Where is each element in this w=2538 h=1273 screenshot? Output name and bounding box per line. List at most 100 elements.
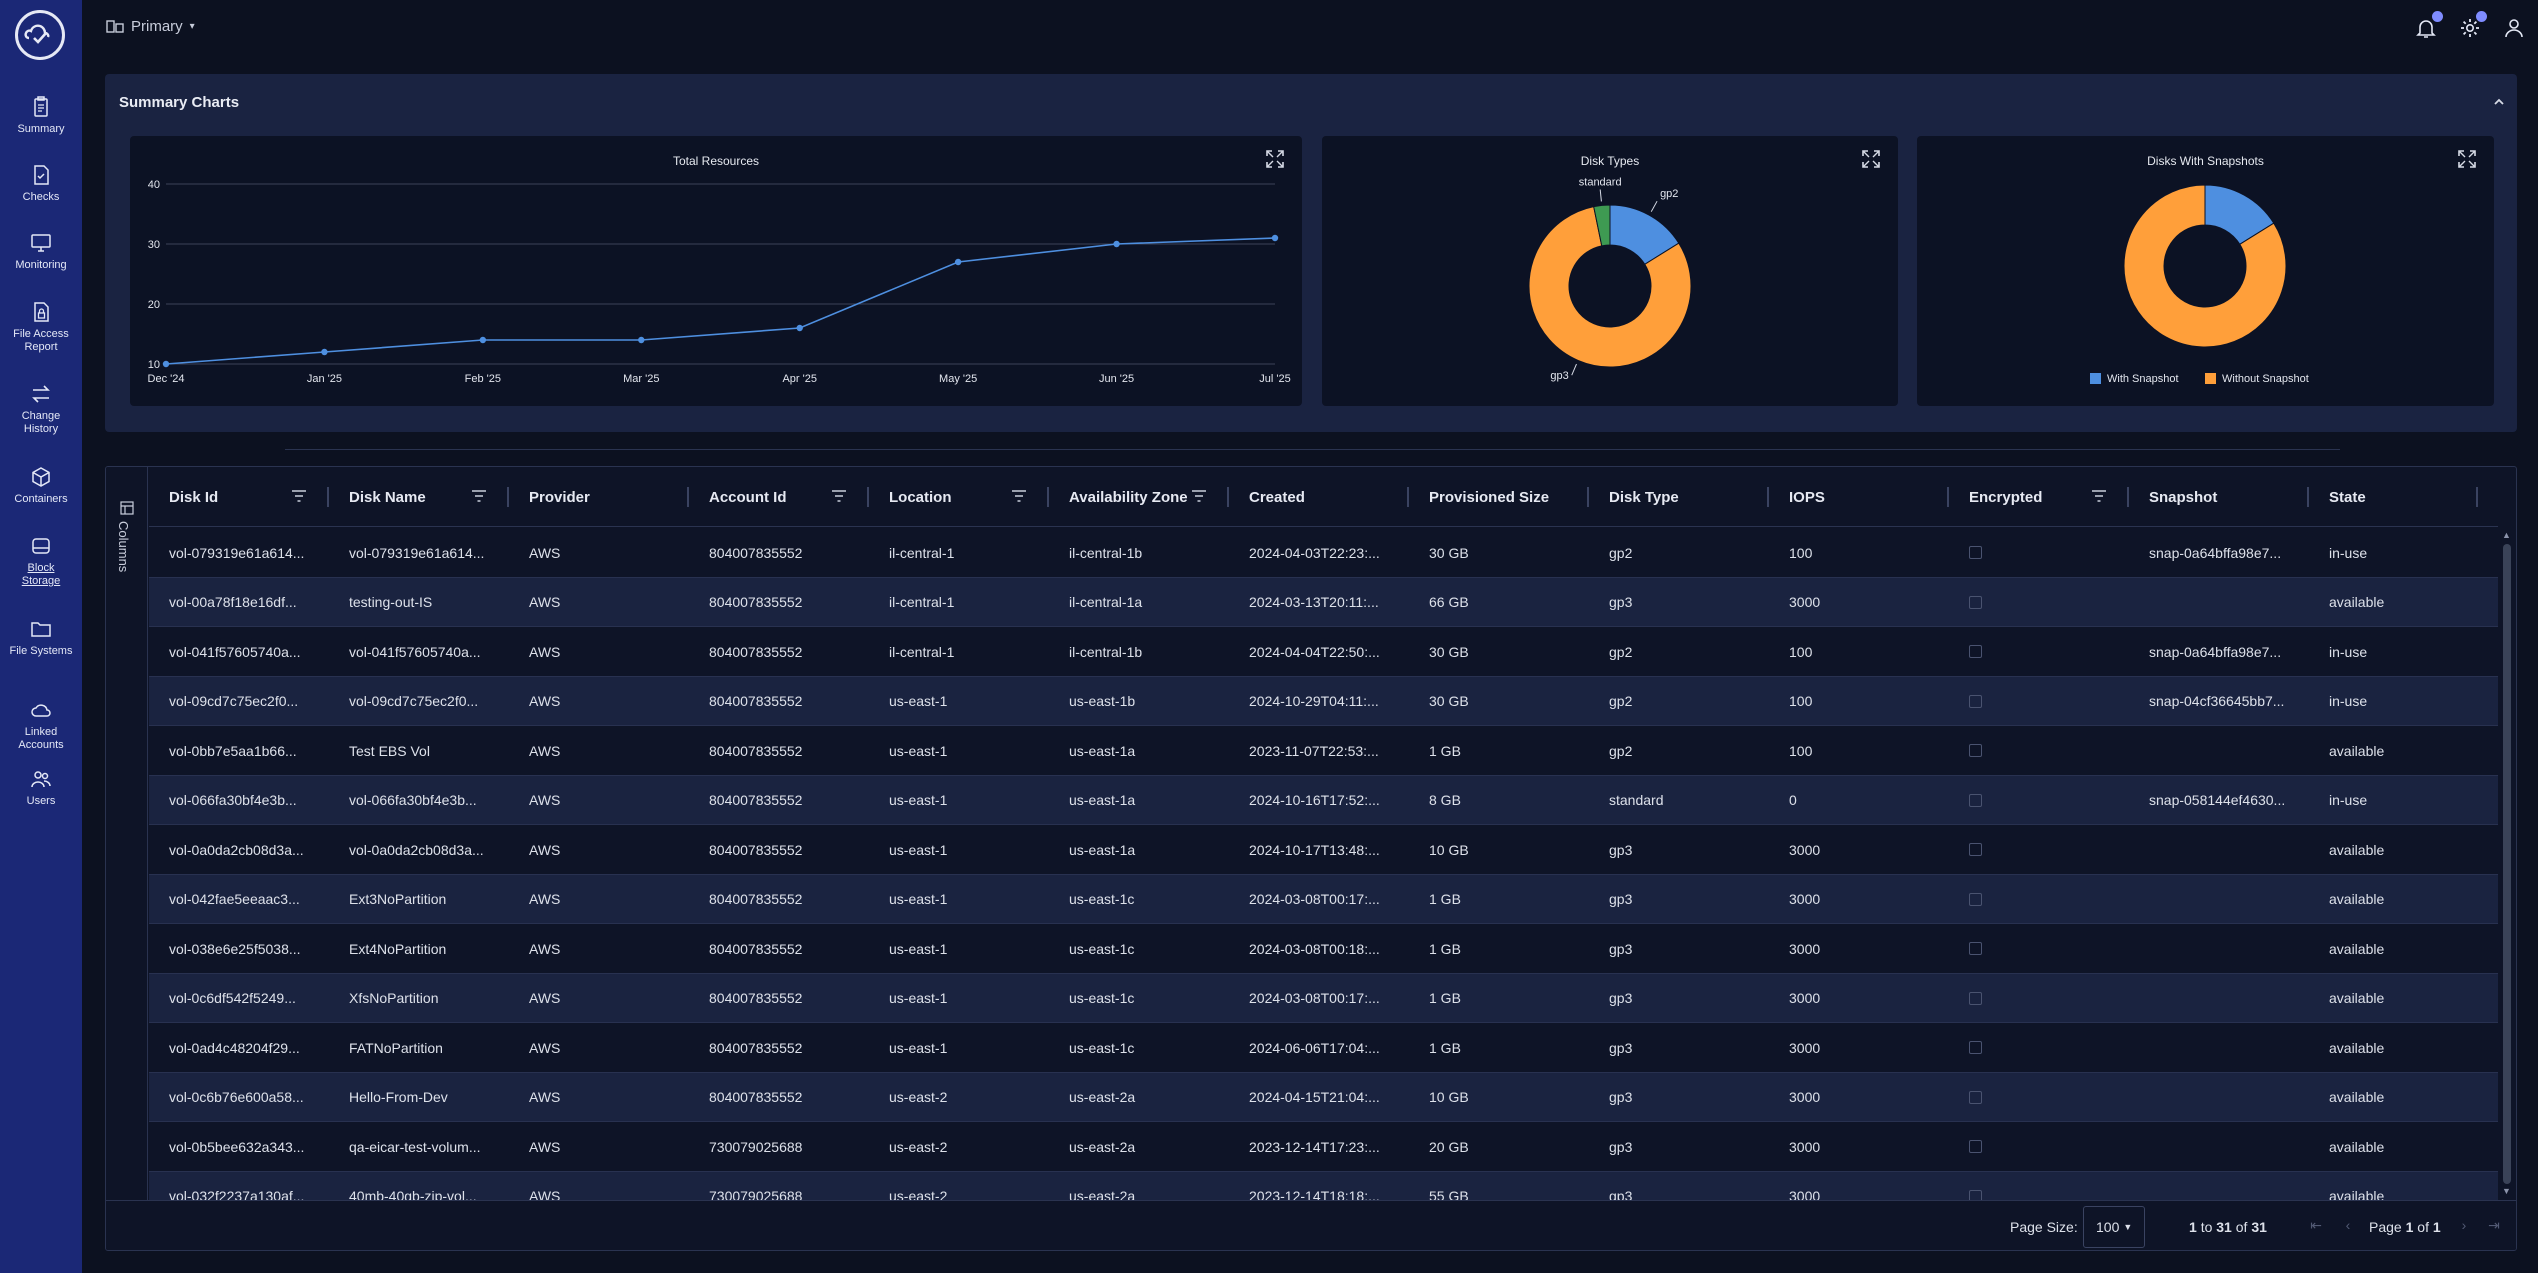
column-header-disk-name[interactable]: Disk Name (329, 467, 509, 527)
sidebar-item-change-history[interactable]: Change History (0, 382, 82, 436)
user-menu-button[interactable] (2502, 16, 2526, 40)
sidebar-item-users[interactable]: Users (0, 767, 82, 808)
encrypted-checkbox[interactable] (1969, 1140, 1982, 1153)
column-resize-handle[interactable] (2127, 487, 2129, 507)
column-header-snapshot[interactable]: Snapshot (2129, 467, 2309, 527)
cell-provisioned-size: 10 GB (1429, 841, 1469, 858)
table-row[interactable]: vol-032f2237a130af... 40mb-40gb-zip-vol..… (149, 1171, 2498, 1200)
column-header-account-id[interactable]: Account Id (689, 467, 869, 527)
sidebar-item-monitoring[interactable]: Monitoring (0, 231, 82, 272)
first-page-icon[interactable]: ⇤ (2310, 1217, 2322, 1233)
next-page-icon[interactable]: › (2461, 1217, 2467, 1233)
column-header-state[interactable]: State (2309, 467, 2478, 527)
table-row[interactable]: vol-0ad4c48204f29... FATNoPartition AWS 804… (149, 1023, 2498, 1073)
sidebar-item-file-systems[interactable]: File Systems (0, 617, 82, 658)
cell-iops: 3000 (1789, 594, 1821, 610)
filter-icon[interactable] (471, 489, 487, 503)
column-resize-handle[interactable] (1587, 487, 1589, 507)
column-resize-handle[interactable] (687, 487, 689, 507)
table-row[interactable]: vol-0bb7e5aa1b66... Test EBS Vol AWS 804007… (149, 726, 2498, 776)
column-header-encrypted[interactable]: Encrypted (1949, 467, 2129, 527)
column-resize-handle[interactable] (1767, 487, 1769, 507)
table-row[interactable]: vol-079319e61a614... vol-079319e61a614...… (149, 528, 2498, 578)
expand-chart-button[interactable] (1860, 148, 1882, 170)
columns-label: Columns (116, 521, 131, 573)
sidebar-item-block-storage[interactable]: Block Storage (0, 534, 82, 588)
scroll-up-icon[interactable]: ▲ (2502, 530, 2511, 540)
column-header-provider[interactable]: Provider (509, 467, 689, 527)
last-page-icon[interactable]: ⇥ (2488, 1217, 2500, 1233)
prev-page-icon[interactable]: ‹ (2345, 1217, 2351, 1233)
column-resize-handle[interactable] (1947, 487, 1949, 507)
encrypted-checkbox[interactable] (1969, 744, 1982, 757)
notifications-button[interactable] (2414, 11, 2443, 40)
column-resize-handle[interactable] (2476, 487, 2478, 507)
column-resize-handle[interactable] (1227, 487, 1229, 507)
column-header-disk-type[interactable]: Disk Type (1589, 467, 1769, 527)
environment-selector[interactable]: Primary ▾ (106, 18, 195, 35)
encrypted-checkbox[interactable] (1969, 595, 1982, 609)
column-header-location[interactable]: Location (869, 467, 1049, 527)
column-header-created[interactable]: Created (1229, 467, 1409, 527)
encrypted-checkbox[interactable] (1969, 793, 1982, 807)
columns-panel-toggle[interactable]: Columns (106, 467, 148, 1200)
column-resize-handle[interactable] (867, 487, 869, 507)
sidebar-item-checks[interactable]: Checks (0, 163, 82, 204)
column-header-disk-id[interactable]: Disk Id (149, 467, 329, 527)
page-size-select[interactable]: 100 ▼ (2083, 1206, 2145, 1248)
encrypted-checkbox[interactable] (1969, 694, 1982, 708)
table-row[interactable]: vol-066fa30bf4e3b... vol-066fa30bf4e3b...… (149, 775, 2498, 825)
encrypted-checkbox[interactable] (1969, 1189, 1982, 1200)
expand-chart-button[interactable] (2456, 148, 2478, 170)
cell-disk-type: gp2 (1609, 693, 1633, 709)
vertical-scrollbar[interactable]: ▲ ▼ (2498, 528, 2516, 1200)
column-resize-handle[interactable] (1047, 487, 1049, 507)
encrypted-checkbox[interactable] (1969, 892, 1982, 906)
filter-icon[interactable] (2091, 489, 2107, 503)
encrypted-checkbox[interactable] (1969, 645, 1982, 658)
column-resize-handle[interactable] (2307, 487, 2309, 507)
collapse-button[interactable] (2489, 92, 2509, 112)
filter-icon[interactable] (291, 489, 307, 503)
filter-icon[interactable] (831, 489, 847, 503)
table-row[interactable]: vol-00a78f18e16df... testing-out-IS AWS 804… (149, 577, 2498, 627)
table-row[interactable]: vol-09cd7c75ec2f0... vol-09cd7c75ec2f0...… (149, 676, 2498, 726)
y-tick-label: 40 (148, 179, 160, 191)
table-row[interactable]: vol-0a0da2cb08d3a... vol-0a0da2cb08d3a...… (149, 825, 2498, 875)
table-row[interactable]: vol-0b5bee632a343... qa-eicar-test-volum.… (149, 1122, 2498, 1172)
app-logo[interactable] (15, 10, 65, 60)
settings-button[interactable] (2458, 11, 2487, 40)
table-row[interactable]: vol-041f57605740a... vol-041f57605740a...… (149, 627, 2498, 677)
table-header: Disk Id Disk Name Provider Account Id Locati… (149, 467, 2498, 527)
encrypted-checkbox[interactable] (1969, 1090, 1982, 1104)
cell-created: 2024-10-17T13:48:... (1249, 841, 1380, 858)
column-resize-handle[interactable] (507, 487, 509, 507)
encrypted-checkbox[interactable] (1969, 546, 1982, 559)
encrypted-checkbox[interactable] (1969, 991, 1982, 1005)
expand-icon (2458, 150, 2476, 168)
scroll-down-icon[interactable]: ▼ (2502, 1186, 2511, 1196)
encrypted-checkbox[interactable] (1969, 843, 1982, 856)
cell-disk-name: vol-09cd7c75ec2f0... (349, 693, 479, 709)
sidebar-item-linked-accounts[interactable]: Linked Accounts (0, 698, 82, 752)
table-row[interactable]: vol-0c6df542f5249... XfsNoPartition AWS 804… (149, 973, 2498, 1023)
column-header-iops[interactable]: IOPS (1769, 467, 1949, 527)
column-resize-handle[interactable] (1407, 487, 1409, 507)
column-resize-handle[interactable] (327, 487, 329, 507)
sidebar-item-file-access-report[interactable]: File Access Report (0, 300, 82, 354)
encrypted-checkbox[interactable] (1969, 1041, 1982, 1054)
encrypted-checkbox[interactable] (1969, 942, 1982, 955)
table-row[interactable]: vol-038e6e25f5038... Ext4NoPartition AWS 80… (149, 924, 2498, 974)
filter-icon[interactable] (1191, 489, 1207, 503)
scroll-thumb[interactable] (2503, 544, 2511, 1184)
sidebar-item-summary[interactable]: Summary (0, 95, 82, 136)
cell-disk-name: testing-out-IS (349, 594, 433, 610)
filter-icon[interactable] (1011, 489, 1027, 503)
column-header-provisioned-size[interactable]: Provisioned Size (1409, 467, 1589, 527)
sidebar-item-containers[interactable]: Containers (0, 465, 82, 506)
table-row[interactable]: vol-042fae5eeaac3... Ext3NoPartition AWS 80… (149, 874, 2498, 924)
expand-chart-button[interactable] (1264, 148, 1286, 170)
table-row[interactable]: vol-0c6b76e600a58... Hello-From-Dev AWS 804… (149, 1072, 2498, 1122)
cell-provisioned-size: 1 GB (1429, 1039, 1461, 1056)
column-header-availability-zone[interactable]: Availability Zone (1049, 467, 1229, 527)
